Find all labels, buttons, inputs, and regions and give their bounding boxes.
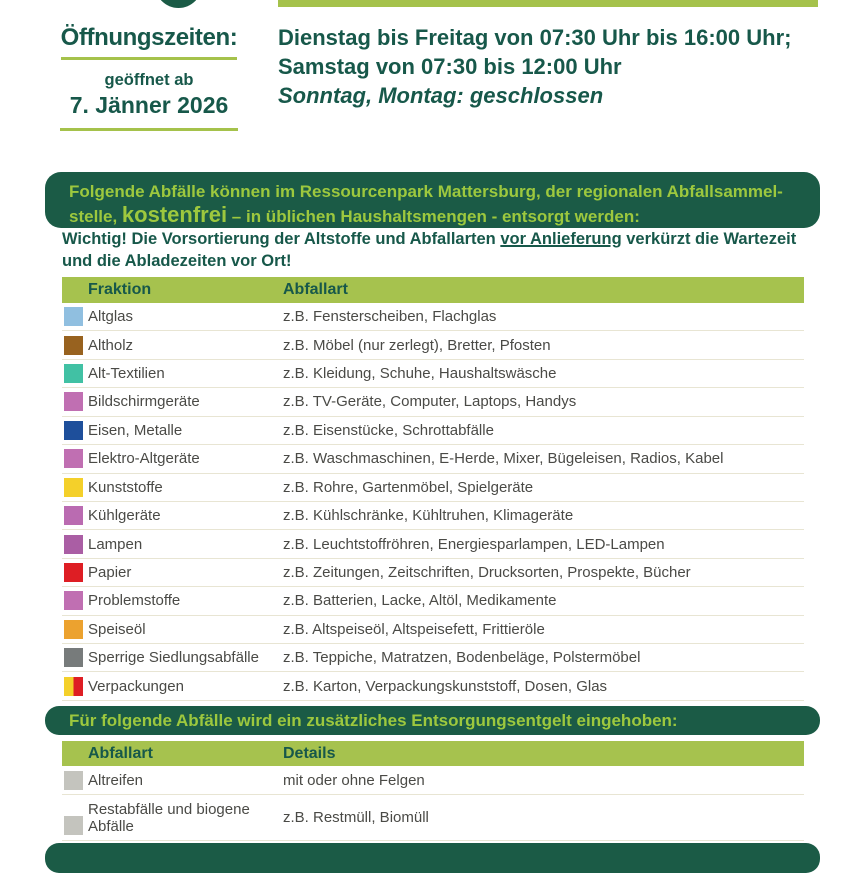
hours-closed: Sonntag, Montag: geschlossen <box>278 83 604 108</box>
fraction-color-swatch <box>64 477 83 497</box>
table-row: Lampen z.B. Leuchtstoffröhren, Energiespa… <box>62 530 804 559</box>
fraction-color-swatch <box>64 420 83 440</box>
fraction-color-swatch <box>64 563 83 582</box>
fraction-color-swatch <box>64 449 83 469</box>
fee-table-body: Altreifen mit oder ohne Felgen Restabfälle… <box>62 766 804 841</box>
fraction-examples: z.B. Karton, Verpackungskunststoff, Dose… <box>283 677 608 695</box>
fee-waste-table: Abfallart Details Altreifen mit oder ohne… <box>62 741 804 841</box>
fraction-color-swatch <box>64 619 83 639</box>
table-row: Altglas z.B. Fensterscheiben, Flachglas <box>62 303 804 332</box>
note-underlined: vor Anlieferung <box>500 230 622 248</box>
open-from-label: geöffnet ab <box>104 71 194 89</box>
free-disposal-banner: Folgende Abfälle können im Ressourcenpar… <box>45 172 820 228</box>
fraction-color-swatch <box>64 591 83 611</box>
fraction-color-swatch <box>64 506 83 526</box>
table-row: Kunststoffe z.B. Rohre, Gartenmöbel, Spie… <box>62 474 804 502</box>
fraction-color-swatch <box>64 534 83 554</box>
table-row: Kühlgeräte z.B. Kühlschränke, Kühltruhen,… <box>62 502 804 531</box>
fraction-label: Verpackungen <box>88 677 184 695</box>
table-row: Elektro-Altgeräte z.B. Waschmaschinen, E-… <box>62 445 804 474</box>
fraction-examples: z.B. Zeitungen, Zeitschriften, Drucksort… <box>283 564 691 581</box>
opening-hours-block: Öffnungszeiten: geöffnet ab 7. Jänner 20… <box>45 24 253 131</box>
free-banner-line1: Folgende Abfälle können im Ressourcenpar… <box>69 182 783 201</box>
fraction-label: Altholz <box>88 336 134 354</box>
free-banner-line2-before: stelle, <box>69 207 122 226</box>
fraction-examples: mit oder ohne Felgen <box>283 771 425 789</box>
hours-saturday: Samstag von 07:30 bis 12:00 Uhr <box>278 54 622 79</box>
fraction-examples: z.B. Teppiche, Matratzen, Bodenbeläge, P… <box>283 649 641 667</box>
fraction-examples: z.B. Batterien, Lacke, Altöl, Medikament… <box>283 592 557 610</box>
open-from-date: 7. Jänner 2026 <box>69 92 229 118</box>
free-waste-table: Fraktion Abfallart Altglas z.B. Fenstersc… <box>62 277 804 701</box>
fee-table-col1-header: Abfallart <box>88 744 153 762</box>
fraction-label: Kühlgeräte <box>88 507 161 525</box>
fraction-color-swatch <box>64 816 83 835</box>
fraction-examples: z.B. Eisenstücke, Schrottabfälle <box>283 421 494 439</box>
fee-disposal-banner: Für folgende Abfälle wird ein zusätzlich… <box>45 706 820 735</box>
fraction-color-swatch <box>64 676 83 696</box>
fraction-label: Speiseöl <box>88 620 146 638</box>
table-row: Eisen, Metalle z.B. Eisenstücke, Schrotta… <box>62 417 804 446</box>
fraction-examples: z.B. Kleidung, Schuhe, Haushaltswäsche <box>283 365 557 383</box>
fraction-examples: z.B. Kühlschränke, Kühltruhen, Klimagerä… <box>283 507 574 525</box>
free-table-col2-header: Abfallart <box>283 281 348 298</box>
fraction-label: Altreifen <box>88 771 144 789</box>
hours-weekdays: Dienstag bis Freitag von 07:30 Uhr bis 1… <box>278 25 792 50</box>
fraction-examples: z.B. Waschmaschinen, E-Herde, Mixer, Büg… <box>283 450 724 468</box>
fraction-color-swatch <box>64 770 83 790</box>
fraction-label: Papier <box>88 564 132 581</box>
free-table-header: Fraktion Abfallart <box>62 277 804 303</box>
fraction-label: Lampen <box>88 535 143 553</box>
fraction-label: Problemstoffe <box>88 592 181 610</box>
table-row: Bildschirmgeräte z.B. TV-Geräte, Computer… <box>62 388 804 417</box>
free-table-col1-header: Fraktion <box>88 281 152 298</box>
fraction-examples: z.B. Leuchtstoffröhren, Energiesparlampe… <box>283 535 665 553</box>
fraction-label: Kunststoffe <box>88 478 163 496</box>
free-banner-highlight: kostenfrei <box>121 202 228 227</box>
note-before: Wichtig! Die Vorsortierung der Altstoffe… <box>62 230 501 248</box>
table-row: Verpackungen z.B. Karton, Verpackungskuns… <box>62 672 804 701</box>
free-table-body: Altglas z.B. Fensterscheiben, Flachglas Al… <box>62 303 804 701</box>
table-row: Papier z.B. Zeitungen, Zeitschriften, Dru… <box>62 559 804 588</box>
fraction-color-swatch <box>64 335 83 355</box>
opening-hours-title: Öffnungszeiten: <box>60 24 238 60</box>
fraction-color-swatch <box>64 307 83 327</box>
hours-text-block: Dienstag bis Freitag von 07:30 Uhr bis 1… <box>278 23 838 110</box>
free-banner-line2-after: – in üblichen Haushaltsmengen - entsorgt… <box>227 207 640 226</box>
table-row: Altholz z.B. Möbel (nur zerlegt), Bretter… <box>62 331 804 360</box>
note-after: verkürzt die Wartezeit und die Abladezei… <box>62 230 797 270</box>
accent-top-bar <box>278 0 818 7</box>
table-row: Altreifen mit oder ohne Felgen <box>62 766 804 795</box>
logo-circle-icon <box>155 0 202 8</box>
table-row: Alt-Textilien z.B. Kleidung, Schuhe, Haus… <box>62 360 804 389</box>
fraction-examples: z.B. Möbel (nur zerlegt), Bretter, Pfost… <box>283 336 551 354</box>
fee-banner-text: Für folgende Abfälle wird ein zusätzlich… <box>69 711 678 730</box>
fraction-examples: z.B. Fensterscheiben, Flachglas <box>283 308 497 326</box>
fraction-label: Altglas <box>88 308 134 326</box>
fraction-color-swatch <box>64 364 83 384</box>
fee-table-col2-header: Details <box>283 744 336 762</box>
table-row: Speiseöl z.B. Altspeiseöl, Altspeisefett,… <box>62 616 804 645</box>
fraction-label: Bildschirmgeräte <box>88 393 200 411</box>
fraction-examples: z.B. Rohre, Gartenmöbel, Spielgeräte <box>283 478 534 496</box>
fraction-label: Sperrige Siedlungsabfälle <box>88 649 259 667</box>
fraction-examples: z.B. TV-Geräte, Computer, Laptops, Handy… <box>283 393 577 411</box>
fraction-examples: z.B. Restmüll, Biomüll <box>283 809 429 826</box>
open-from-block: geöffnet ab 7. Jänner 2026 <box>60 71 238 131</box>
fraction-color-swatch <box>64 648 83 668</box>
waste-info-flyer: { "colors": { "dark_green": "#1B5B46", "… <box>45 0 838 873</box>
fraction-label: Elektro-Altgeräte <box>88 450 200 468</box>
fraction-label: Restabfälle und biogene Abfälle <box>88 800 250 835</box>
presorting-note: Wichtig! Die Vorsortierung der Altstoffe… <box>62 229 814 272</box>
fraction-color-swatch <box>64 392 83 412</box>
fraction-examples: z.B. Altspeiseöl, Altspeisefett, Frittie… <box>283 620 545 638</box>
fee-table-header: Abfallart Details <box>62 741 804 766</box>
table-row: Restabfälle und biogene Abfälle z.B. Rest… <box>62 795 804 841</box>
bottom-banner <box>45 843 820 873</box>
fraction-label: Eisen, Metalle <box>88 421 183 439</box>
table-row: Problemstoffe z.B. Batterien, Lacke, Altö… <box>62 587 804 616</box>
table-row: Sperrige Siedlungsabfälle z.B. Teppiche, … <box>62 644 804 673</box>
fraction-label: Alt-Textilien <box>88 365 165 383</box>
